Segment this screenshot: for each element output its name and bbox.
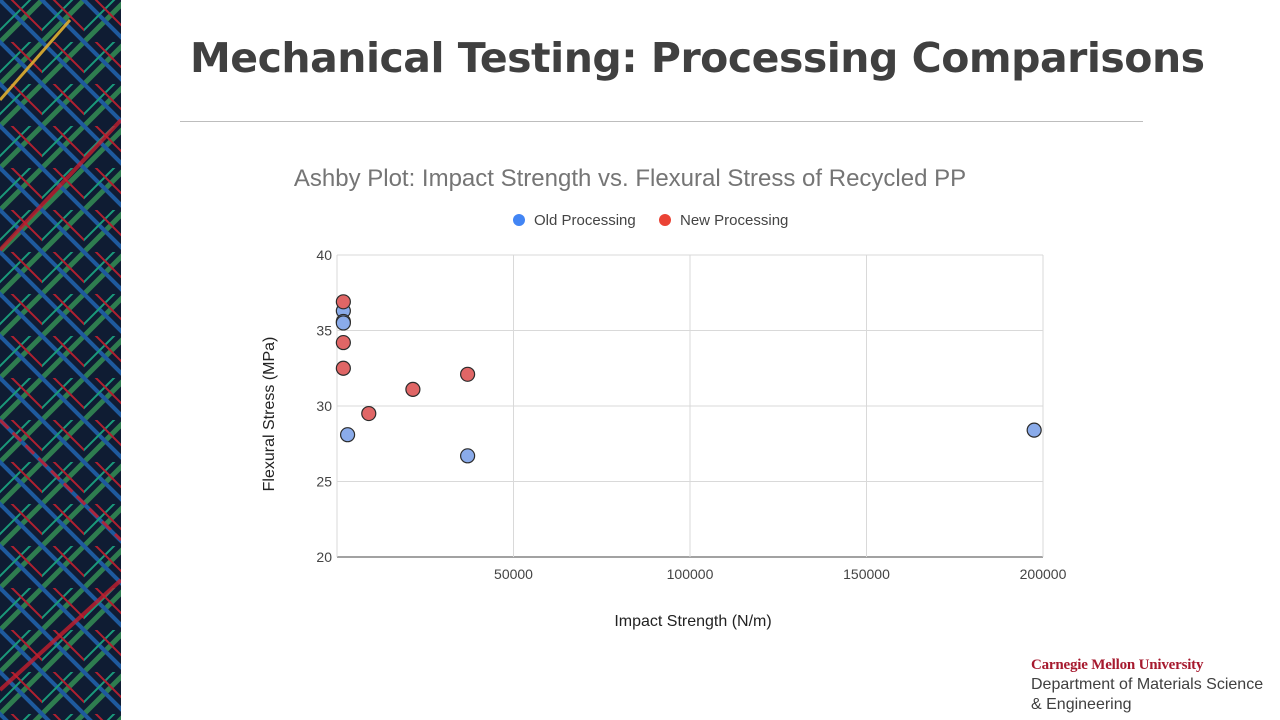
university-name: Carnegie Mellon University xyxy=(1031,657,1204,673)
x-tick-label: 50000 xyxy=(494,566,533,582)
legend-label-old: Old Processing xyxy=(534,212,636,229)
legend-label-new: New Processing xyxy=(680,212,788,229)
tartan-pattern xyxy=(0,0,121,720)
data-points xyxy=(335,294,1042,464)
y-axis-label: Flexural Stress (MPa) xyxy=(261,337,278,492)
slide-title: Mechanical Testing: Processing Compariso… xyxy=(190,34,1205,82)
chart-legend: Old Processing New Processing xyxy=(513,212,788,229)
chart-gridlines xyxy=(336,254,1044,558)
new-processing-point xyxy=(335,360,351,376)
x-tick-label: 100000 xyxy=(667,566,714,582)
x-tick-label: 200000 xyxy=(1020,566,1067,582)
old-processing-point xyxy=(460,448,476,464)
cmu-logo: Carnegie Mellon University Department of… xyxy=(1031,655,1276,715)
y-tick-label: 20 xyxy=(316,549,332,565)
new-processing-point xyxy=(335,334,351,351)
y-tick-label: 25 xyxy=(316,474,332,490)
x-tick-label: 150000 xyxy=(843,566,890,582)
legend-marker-old xyxy=(513,214,525,226)
new-processing-point xyxy=(460,366,476,382)
y-tick-label: 35 xyxy=(316,323,332,339)
old-processing-point xyxy=(335,315,351,331)
x-axis-ticks: 50000 100000 150000 200000 xyxy=(494,566,1067,582)
old-processing-point xyxy=(1026,422,1042,438)
new-processing-point xyxy=(405,381,421,397)
legend-marker-new xyxy=(659,214,671,226)
old-processing-point xyxy=(339,427,356,443)
y-tick-label: 30 xyxy=(316,398,332,414)
x-axis-label: Impact Strength (N/m) xyxy=(614,613,771,630)
y-tick-label: 40 xyxy=(316,247,332,263)
department-name-line1: Department of Materials Science xyxy=(1031,676,1264,693)
department-name-line2: & Engineering xyxy=(1031,696,1132,713)
new-processing-point xyxy=(361,405,377,422)
chart-title: Ashby Plot: Impact Strength vs. Flexural… xyxy=(294,165,966,192)
title-divider xyxy=(180,121,1143,122)
y-axis-ticks: 20 25 30 35 40 xyxy=(316,247,332,565)
new-processing-point xyxy=(335,294,351,310)
